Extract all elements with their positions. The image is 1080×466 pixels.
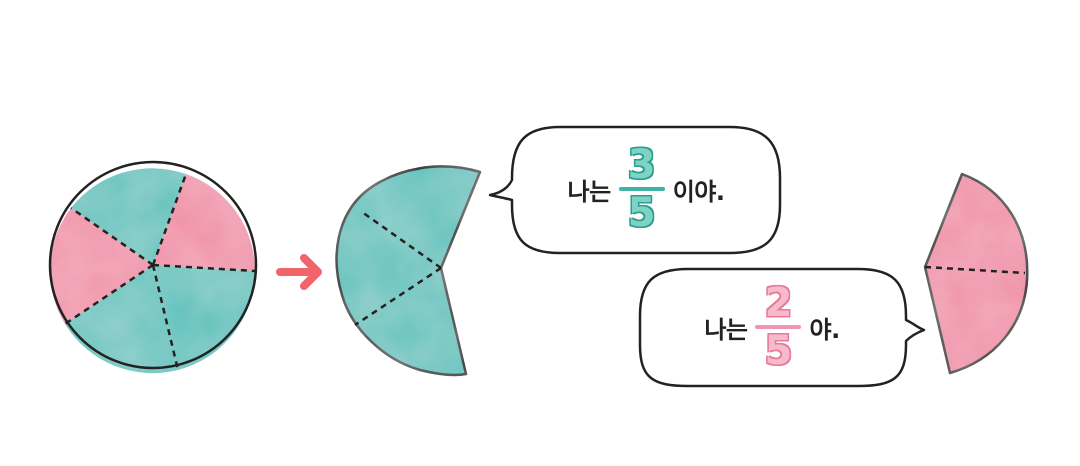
fraction-numerator: 3 xyxy=(627,142,656,188)
teal-piece-three-fifths xyxy=(335,165,482,377)
circle-slice-teal xyxy=(153,265,255,370)
speech-bubble-teal-text: 나는 3 5 이야. xyxy=(512,125,780,253)
speech-bubble-pink-text: 나는 2 5 야. xyxy=(638,268,906,386)
circle-dividers xyxy=(64,173,256,371)
whole-circle xyxy=(49,168,255,374)
circle-slice-teal xyxy=(71,168,186,265)
fraction-denominator: 5 xyxy=(764,328,793,374)
fraction-bar xyxy=(755,325,802,329)
circle-slice-pink xyxy=(49,208,154,324)
fraction-three-fifths: 3 5 xyxy=(618,142,665,236)
bubble-suffix: 야. xyxy=(809,315,840,344)
bubble-prefix: 나는 xyxy=(704,315,748,344)
arrow-right-icon xyxy=(276,254,322,290)
bubble-suffix: 이야. xyxy=(672,177,725,206)
fraction-bar xyxy=(618,187,665,191)
circle-outline xyxy=(48,160,258,370)
pink-piece-two-fifths xyxy=(923,172,1029,375)
fraction-two-fifths: 2 5 xyxy=(755,280,802,374)
fraction-denominator: 5 xyxy=(627,190,656,236)
fraction-numerator: 2 xyxy=(764,280,793,326)
circle-slice-teal xyxy=(65,265,178,374)
bubble-prefix: 나는 xyxy=(567,177,612,206)
